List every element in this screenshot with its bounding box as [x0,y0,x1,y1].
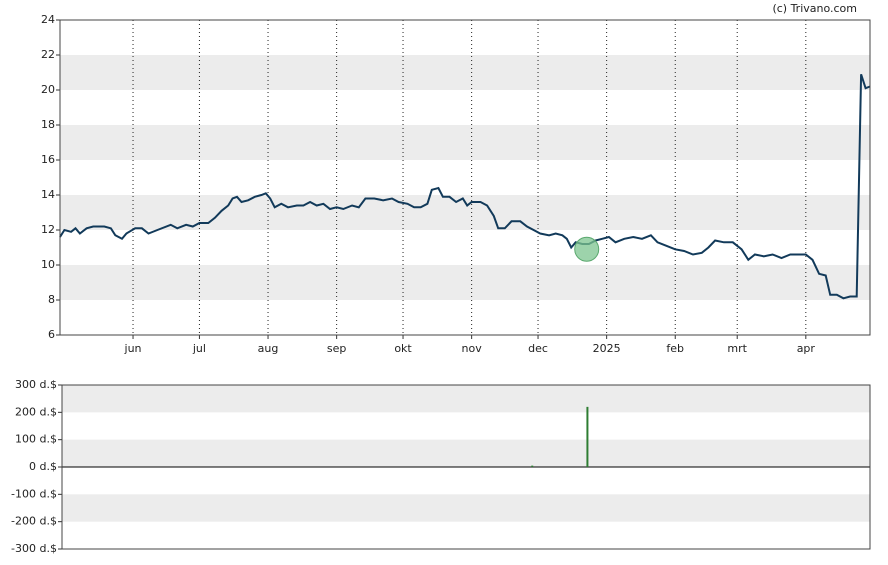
y-tick-label: 10 [41,258,55,271]
x-tick-label: okt [394,342,412,355]
y-tick-label: 24 [41,13,55,26]
y-tick-label: 16 [41,153,55,166]
x-tick-label: feb [666,342,684,355]
y-tick-label: 8 [48,293,55,306]
copyright: (c) Trivano.com [772,2,857,15]
band [62,385,870,413]
y-tick-label: 14 [41,188,55,201]
plot-frame [59,19,871,336]
y-tick-label: -200 d.$ [11,515,57,528]
band [60,55,870,90]
x-tick-label: mrt [727,342,747,355]
marker [574,236,600,262]
y-tick-label: 12 [41,223,55,236]
band [60,265,870,300]
x-tick-label: 2025 [593,342,621,355]
x-tick-label: dec [528,342,548,355]
price-line [59,73,871,300]
y-tick-label: 200 d.$ [15,405,57,418]
y-tick-label: 18 [41,118,55,131]
x-tick-label: sep [327,342,346,355]
y-tick-label: -300 d.$ [11,542,57,555]
x-tick-label: apr [797,342,816,355]
y-tick-label: -100 d.$ [11,487,57,500]
x-tick-label: jul [192,342,206,355]
x-tick-label: aug [258,342,279,355]
band [62,439,870,467]
y-tick-label: 300 d.$ [15,378,57,391]
band [60,125,870,160]
y-tick-label: 6 [48,328,55,341]
band [62,494,870,522]
bar [586,406,589,467]
y-tick-label: 0 d.$ [29,460,57,473]
plot-frame [61,384,871,550]
x-tick-label: jun [124,342,142,355]
x-tick-label: nov [462,342,483,355]
y-tick-label: 100 d.$ [15,433,57,446]
bar [531,465,534,467]
y-tick-label: 22 [41,48,55,61]
y-tick-label: 20 [41,83,55,96]
